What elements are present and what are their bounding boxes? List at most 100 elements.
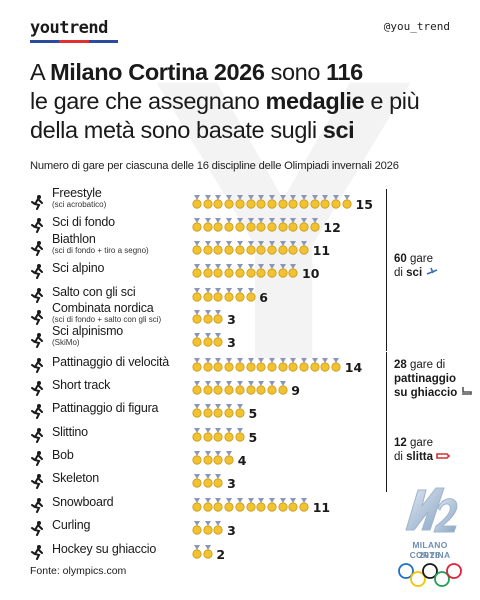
medal-icon	[245, 288, 256, 302]
medal-icon	[213, 381, 223, 395]
figure-skater-icon	[31, 404, 43, 419]
medal-icon	[224, 264, 234, 278]
category-label: Sci alpinismo	[52, 324, 124, 338]
medal-icon	[192, 451, 202, 465]
chart-row: Curling 3	[30, 517, 390, 539]
group-count: 28	[394, 359, 407, 371]
medal-icon	[203, 521, 213, 535]
group-label: 60 gare di sci	[394, 252, 478, 280]
medal-icon	[224, 358, 234, 372]
medal-icon	[213, 218, 223, 232]
title-highlight-total: 116	[326, 59, 363, 85]
medal-icon	[213, 333, 223, 347]
alpine-skier-icon	[31, 264, 43, 279]
medal-icon	[277, 264, 288, 278]
data-label: 3	[227, 335, 236, 350]
medal-icon	[192, 498, 202, 512]
medal-icon	[213, 241, 223, 255]
medal-icon	[288, 218, 298, 232]
category-label: Combinata nordica	[52, 301, 154, 315]
olympic-ring	[446, 563, 462, 579]
data-label: 14	[344, 360, 363, 375]
short-track-icon	[31, 381, 43, 396]
snowboarder-icon	[31, 498, 43, 513]
medal-icon	[192, 521, 202, 535]
medal-icon	[192, 381, 202, 395]
header: youtrend @you_trend	[30, 18, 450, 48]
medal-icon	[224, 195, 234, 209]
logo-underline	[30, 40, 118, 43]
ice-hockey-icon	[31, 545, 43, 560]
chart-row: Pattinaggio di velocità 14	[30, 354, 390, 376]
category-label: Short track	[52, 378, 111, 392]
logo-bar-segment	[59, 40, 89, 43]
skier-emoji-icon	[422, 266, 439, 280]
medal-icon	[277, 195, 288, 209]
data-label: 5	[248, 430, 258, 445]
medal-icon	[245, 241, 256, 255]
medal-icon	[288, 498, 298, 512]
medal-icon	[299, 498, 309, 512]
medal-icon	[203, 195, 213, 209]
logo-bar-segment	[88, 40, 118, 43]
data-label: 3	[227, 523, 236, 538]
medal-icon	[203, 310, 213, 324]
medal-icon	[267, 218, 277, 232]
medal-icon	[235, 358, 245, 372]
chart-row: Pattinaggio di figura 5	[30, 400, 390, 422]
data-label: 5	[248, 406, 258, 421]
medal-icon	[213, 428, 223, 442]
medal-icon	[213, 451, 223, 465]
medal-icon	[320, 195, 330, 209]
olympic-ring	[398, 563, 414, 579]
category-label: Skeleton	[52, 471, 100, 485]
medal-icon	[277, 218, 288, 232]
category-label: Slittino	[52, 425, 88, 439]
youtrend-logo: youtrend	[30, 18, 108, 38]
bobsleigh-icon	[31, 451, 43, 466]
medal-icon	[256, 241, 266, 255]
chart-row: Snowboard 11	[30, 494, 390, 516]
medal-icon	[213, 358, 223, 372]
medal-icon	[235, 241, 245, 255]
medal-icon	[224, 241, 234, 255]
title-part: A	[30, 59, 51, 85]
medal-icon	[277, 358, 288, 372]
medal-icon	[277, 241, 288, 255]
medal-icon	[235, 195, 245, 209]
medal-icon	[213, 521, 223, 535]
curling-icon	[31, 521, 43, 536]
medal-icon	[203, 498, 213, 512]
medal-icon	[235, 288, 245, 302]
ski-mountaineering-icon	[31, 333, 43, 348]
group-key: sci	[406, 267, 423, 279]
medal-icon	[192, 195, 202, 209]
data-label: 12	[323, 220, 341, 235]
chart-row: Biathlon (sci di fondo + tiro a segno) 11	[30, 232, 390, 259]
medal-icon	[192, 474, 202, 488]
medal-icon	[192, 333, 202, 347]
data-label: 11	[312, 500, 331, 515]
category-label: Hockey su ghiaccio	[52, 542, 157, 556]
medal-icon	[288, 358, 298, 372]
luge-icon	[31, 428, 43, 443]
title-part: le gare che assegnano	[30, 88, 266, 114]
data-label: 10	[302, 266, 320, 281]
medal-icon	[224, 404, 234, 418]
olympic-ring	[410, 571, 426, 587]
medal-icon	[256, 498, 266, 512]
medal-icon	[267, 195, 277, 209]
medal-icon	[245, 218, 256, 232]
category-label: Sci di fondo	[52, 215, 115, 229]
medal-icon	[342, 195, 352, 209]
title-highlight-medals: medaglie	[265, 88, 365, 114]
medal-icon	[256, 264, 266, 278]
group-count: 60	[394, 253, 407, 265]
chart-row: Salto con gli sci 6	[30, 284, 390, 306]
medal-icon	[203, 381, 213, 395]
chart-row: Slittino 5	[30, 424, 390, 446]
category-label: Bob	[52, 448, 74, 462]
chart-title: A Milano Cortina 2026 sono 116 le gare c…	[30, 58, 460, 145]
chart-row: Bob 4	[30, 447, 390, 469]
